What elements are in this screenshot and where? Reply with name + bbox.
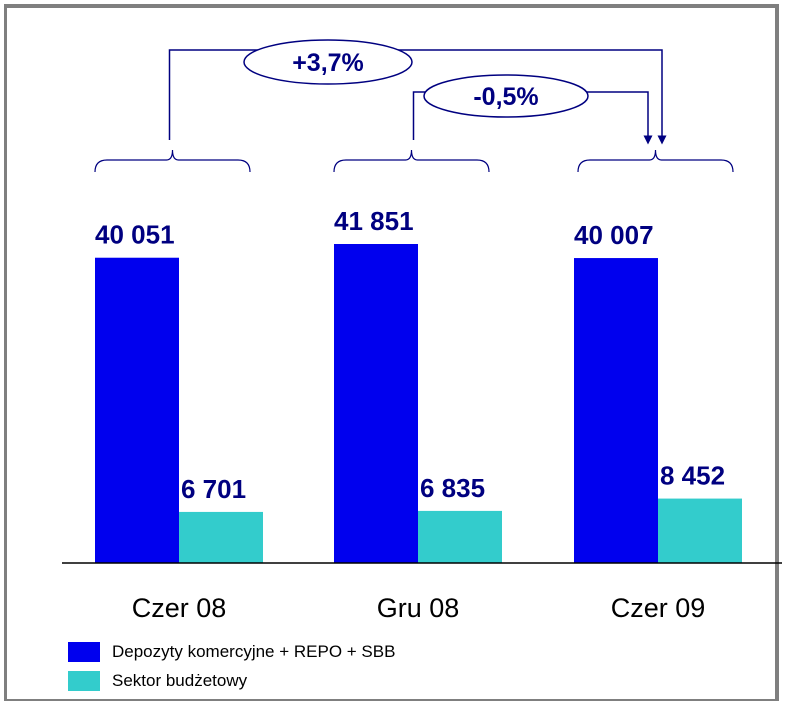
category-label-2: Gru 08 <box>377 593 460 623</box>
bar-2-2 <box>418 510 502 563</box>
legend-swatch-series-1 <box>68 641 100 662</box>
legend-label-series-1: Depozyty komercyjne + REPO + SBB <box>112 641 396 661</box>
brace-1 <box>94 149 251 173</box>
change-label-1: +3,7% <box>292 49 364 77</box>
change-label-2: -0,5% <box>473 83 538 111</box>
bar-1-3 <box>574 258 658 563</box>
legend-label-series-2: Sektor budżetowy <box>112 670 248 690</box>
change-connector-1 <box>168 49 667 145</box>
data-label-1-1: 40 051 <box>95 220 175 250</box>
chart-frame <box>4 4 779 701</box>
data-label-2-2: 6 835 <box>420 473 485 503</box>
category-label-1: Czer 08 <box>132 593 227 623</box>
data-label-1-3: 40 007 <box>574 220 654 250</box>
bar-1-2 <box>334 244 418 563</box>
data-label-2-1: 6 701 <box>181 474 246 504</box>
bar-2-3 <box>658 498 742 563</box>
category-label-3: Czer 09 <box>611 593 706 623</box>
legend-item-series-2: Sektor budżetowy <box>68 666 395 695</box>
brace-2 <box>333 149 490 173</box>
data-label-2-3: 8 452 <box>660 461 725 491</box>
bar-2-1 <box>179 511 263 563</box>
brace-3 <box>577 149 734 173</box>
legend-item-series-1: Depozyty komercyjne + REPO + SBB <box>68 637 395 666</box>
bar-1-1 <box>95 257 179 563</box>
legend: Depozyty komercyjne + REPO + SBB Sektor … <box>68 637 395 695</box>
data-label-1-2: 41 851 <box>334 206 414 236</box>
legend-swatch-series-2 <box>68 670 100 691</box>
change-bubble-2 <box>423 74 589 118</box>
change-bubble-1 <box>243 39 413 85</box>
